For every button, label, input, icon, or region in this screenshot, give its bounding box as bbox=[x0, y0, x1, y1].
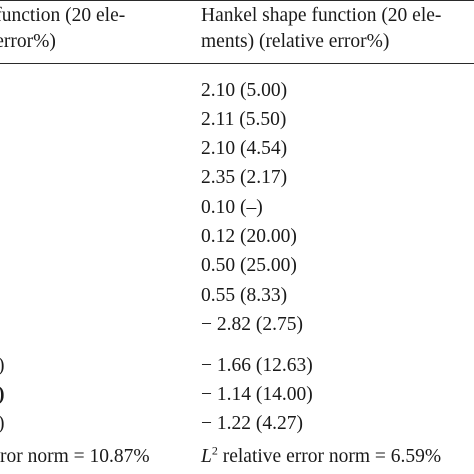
right-cell-row7: 0.50 (25.00) bbox=[201, 255, 297, 276]
left-column: pe function (20 ele- ve error%) ) ) ) ro… bbox=[0, 0, 200, 474]
header-bottom-rule bbox=[0, 63, 474, 64]
right-cell-row2: 2.11 (5.50) bbox=[201, 109, 287, 130]
header-right-line2: ments) (relative error%) bbox=[201, 31, 390, 52]
left-cell-row12: ) bbox=[0, 412, 5, 436]
footer-right-L: L bbox=[201, 446, 212, 467]
header-left-line1: pe function (20 ele- bbox=[0, 5, 126, 26]
right-cell-row10: − 1.66 (12.63) bbox=[201, 355, 313, 376]
table-top-rule bbox=[0, 0, 474, 1]
right-cell-row4: 2.35 (2.17) bbox=[201, 167, 288, 188]
header-left-line2: ve error%) bbox=[0, 31, 56, 52]
right-cell-row3: 2.10 (4.54) bbox=[201, 138, 288, 159]
header-right-line1: Hankel shape function (20 ele- bbox=[201, 5, 442, 26]
footer-right-sup: 2 bbox=[211, 443, 218, 458]
right-cell-row12: − 1.22 (4.27) bbox=[201, 413, 303, 434]
left-cell-row11: ) bbox=[0, 383, 5, 407]
right-cell-row6: 0.12 (20.00) bbox=[201, 226, 297, 247]
right-cell-row9: − 2.82 (2.75) bbox=[201, 314, 303, 335]
right-cell-row8: 0.55 (8.33) bbox=[201, 285, 288, 306]
right-cell-row5: 0.10 (–) bbox=[201, 197, 263, 218]
footer-left: ror norm = 10.87% bbox=[0, 446, 150, 467]
right-cell-row11: − 1.14 (14.00) bbox=[201, 384, 313, 405]
right-cell-row1: 2.10 (5.00) bbox=[201, 80, 288, 101]
footer-right: L2 relative error norm = 6.59% bbox=[201, 445, 441, 469]
footer-right-text: relative error norm = 6.59% bbox=[217, 446, 442, 467]
left-cell-row10: ) bbox=[0, 354, 5, 378]
